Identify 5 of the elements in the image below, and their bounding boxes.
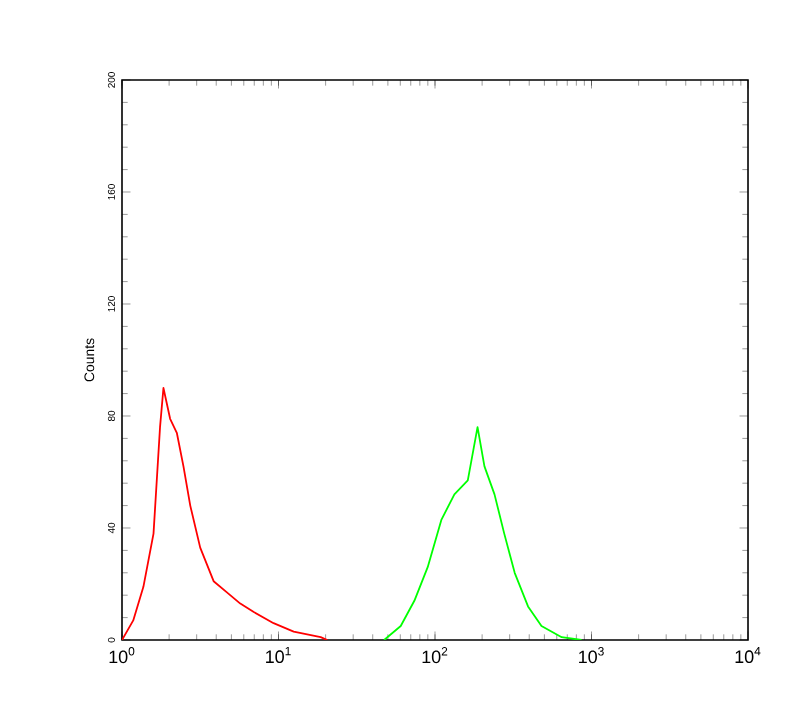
x-tick-label: 10$^{4}$ [735, 647, 761, 664]
x-tick-label: 10$^{0}$ [109, 647, 135, 664]
x-tick-label: 10$^{3}$ [579, 647, 604, 664]
x-tick-label: 10$^{1}$ [266, 647, 291, 664]
x-tick-label: 10$^{2}$ [422, 647, 448, 664]
